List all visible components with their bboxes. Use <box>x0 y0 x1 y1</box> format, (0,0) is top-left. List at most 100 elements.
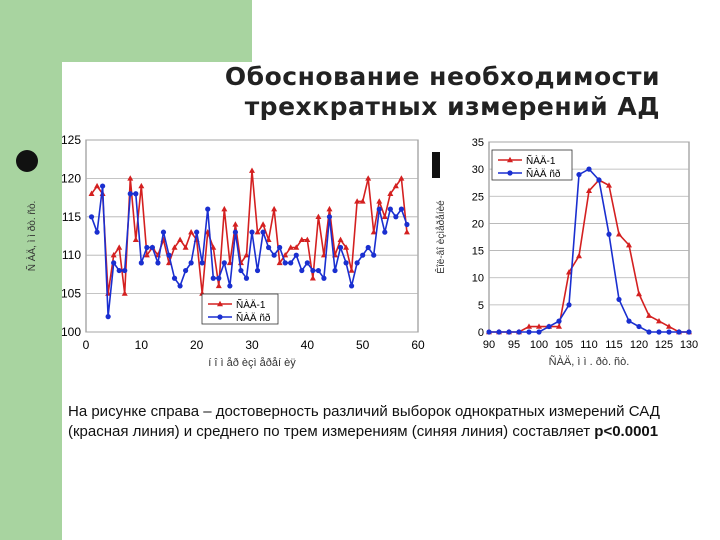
data-point <box>144 244 150 251</box>
data-point <box>221 260 227 266</box>
data-point <box>160 229 167 235</box>
data-point <box>556 323 562 329</box>
data-point <box>287 244 294 250</box>
series-line-1 <box>90 170 408 294</box>
data-point <box>576 171 582 178</box>
data-point <box>616 231 622 237</box>
x-tick-label: 110 <box>580 339 598 351</box>
data-point <box>221 205 228 212</box>
data-point <box>138 260 144 266</box>
data-point <box>666 323 672 329</box>
x-tick-label: 100 <box>530 339 548 351</box>
data-point <box>143 252 150 258</box>
data-point <box>536 329 542 335</box>
bullet-marker <box>16 150 38 172</box>
data-point <box>122 267 128 274</box>
data-point <box>646 329 652 335</box>
data-point <box>343 260 349 266</box>
data-point <box>100 183 106 189</box>
data-point <box>656 329 662 335</box>
data-point <box>171 275 178 281</box>
legend-swatch-marker <box>217 314 223 320</box>
data-point <box>215 282 222 289</box>
data-point <box>566 302 572 308</box>
data-point <box>177 236 184 243</box>
legend-label: ÑÀÄ ñð <box>236 311 271 324</box>
data-point <box>171 244 178 250</box>
data-point <box>310 267 316 274</box>
y-tick-label: 35 <box>472 137 484 149</box>
data-point <box>526 323 532 329</box>
legend-label: ÑÀÄ-1 <box>526 154 556 167</box>
y-tick-label: 30 <box>472 164 484 176</box>
data-point <box>326 214 333 220</box>
data-point <box>359 198 366 204</box>
data-point <box>354 260 360 266</box>
data-point <box>596 177 602 183</box>
data-point <box>349 283 355 289</box>
data-point <box>666 329 672 335</box>
data-point <box>676 329 682 335</box>
x-tick-label: 30 <box>245 338 259 352</box>
title-line-1: Обоснование необходимости <box>224 62 660 91</box>
data-point <box>298 236 305 243</box>
y-axis-label: Êîë-âî èçìåðåíèé <box>434 200 447 274</box>
data-point <box>506 329 512 335</box>
data-point <box>616 296 622 303</box>
data-point <box>626 241 632 248</box>
y-tick-label: 125 <box>61 133 81 147</box>
data-point <box>321 275 327 281</box>
x-tick-label: 60 <box>411 338 425 352</box>
data-point <box>271 252 277 258</box>
title-line-2: трехкратных измерений АД <box>244 92 660 121</box>
data-point <box>293 252 299 258</box>
data-point <box>536 323 542 329</box>
data-point <box>249 167 255 173</box>
y-tick-label: 25 <box>472 191 484 203</box>
data-point <box>315 267 321 274</box>
data-point <box>381 213 388 219</box>
x-axis-label: ÑÀÄ, ì ì . ðò. ñò. <box>549 355 630 368</box>
data-point <box>88 214 95 220</box>
data-point <box>116 267 122 274</box>
data-point <box>566 269 572 275</box>
data-point <box>216 275 222 281</box>
data-point <box>646 312 652 318</box>
data-point <box>332 267 338 274</box>
description-pvalue: p<0.0001 <box>594 423 659 440</box>
data-point <box>365 244 371 251</box>
data-point <box>182 244 189 250</box>
data-point <box>188 260 194 266</box>
data-point <box>636 290 642 297</box>
data-point <box>387 206 393 212</box>
data-point <box>393 214 399 220</box>
data-point <box>586 166 592 172</box>
data-point <box>326 205 333 212</box>
decorative-corner <box>62 62 122 122</box>
data-point <box>238 267 244 274</box>
x-tick-label: 0 <box>83 338 90 352</box>
data-point <box>606 182 612 188</box>
legend-label: ÑÀÄ ñð <box>526 167 561 180</box>
data-point <box>188 228 195 235</box>
data-point <box>371 252 377 258</box>
y-tick-label: 115 <box>62 210 81 224</box>
data-point <box>348 267 355 273</box>
y-tick-label: 20 <box>472 218 484 230</box>
legend-label: ÑÀÄ-1 <box>236 298 266 311</box>
data-point <box>365 175 372 181</box>
data-point <box>398 175 405 181</box>
data-point <box>546 323 552 330</box>
data-point <box>299 267 305 274</box>
data-point <box>111 260 117 266</box>
data-point <box>277 244 283 251</box>
data-point <box>155 260 161 266</box>
data-point <box>133 191 139 197</box>
data-point <box>626 318 632 324</box>
data-point <box>116 244 123 250</box>
x-tick-label: 115 <box>605 339 623 351</box>
x-axis-label: í î ì åð èçì åðåí èÿ <box>208 357 296 369</box>
data-point <box>606 231 612 237</box>
data-point <box>194 229 200 235</box>
data-point <box>105 314 111 320</box>
